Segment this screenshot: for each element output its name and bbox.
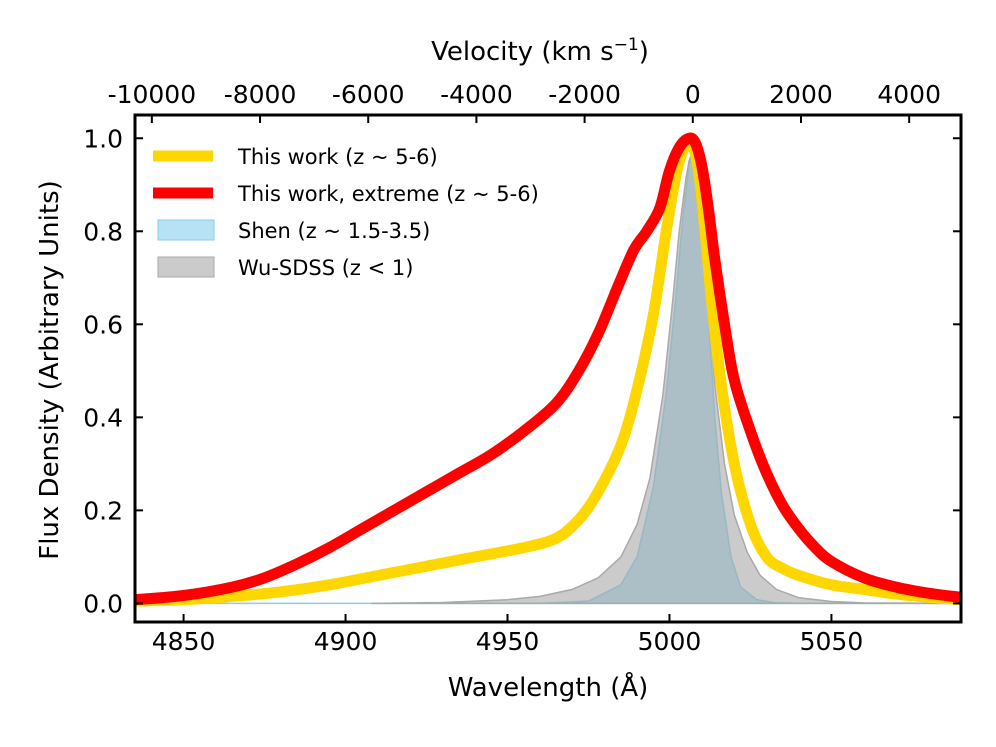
legend-label: Shen (z ~ 1.5-3.5) — [238, 219, 430, 243]
x-tick-label: 4950 — [476, 627, 540, 656]
legend-patch-swatch — [157, 219, 215, 241]
top-tick-label: -2000 — [548, 80, 621, 109]
legend-label: This work, extreme (z ~ 5-6) — [237, 182, 539, 206]
top-tick-label: 4000 — [877, 80, 941, 109]
top-tick-label: 0 — [685, 80, 701, 109]
legend-label: This work (z ~ 5-6) — [237, 145, 438, 169]
top-tick-label: -8000 — [224, 80, 297, 109]
top-tick-label: 2000 — [769, 80, 833, 109]
line-series-this-work — [135, 133, 961, 607]
top-axis-title-suffix: ) — [639, 37, 649, 67]
y-tick-label: 0.2 — [83, 496, 123, 525]
top-tick-label: -4000 — [440, 80, 513, 109]
top-axis-title-prefix: Velocity (km s — [431, 37, 614, 67]
legend: This work (z ~ 5-6) This work, extreme (z… — [153, 145, 539, 280]
legend-entry: This work, extreme (z ~ 5-6) — [153, 182, 539, 206]
y-tick-label: 0.0 — [83, 589, 123, 618]
top-axis-title-exponent: −1 — [614, 35, 639, 55]
y-axis-title: Flux Density (Arbitrary Units) — [35, 180, 65, 560]
top-axis-title: Velocity (km s−1) — [431, 35, 649, 67]
plot-frame — [133, 113, 963, 624]
x-tick-label: 4850 — [152, 627, 216, 656]
legend-entry: Shen (z ~ 1.5-3.5) — [157, 219, 430, 243]
line-series-layer — [135, 132, 961, 607]
x-tick-label: 5050 — [800, 627, 864, 656]
legend-entry: Wu-SDSS (z < 1) — [157, 256, 413, 280]
y-tick-label: 0.6 — [83, 310, 123, 339]
x-tick-label: 5000 — [638, 627, 702, 656]
line-series-this-work-extreme — [135, 132, 961, 606]
legend-label: Wu-SDSS (z < 1) — [238, 256, 413, 280]
top-tick-label: -10000 — [108, 80, 197, 109]
y-tick-label: 1.0 — [83, 124, 123, 153]
top-tick-label: -6000 — [332, 80, 405, 109]
axis-ticks — [135, 115, 961, 622]
x-tick-label: 4900 — [314, 627, 378, 656]
axis-tick-labels: 4850 4900 4950 5000 5050 0.0 0.2 0.4 0.6 0.8 1.0 -1… — [83, 80, 941, 656]
y-tick-label: 0.4 — [83, 403, 123, 432]
y-tick-label: 0.8 — [83, 217, 123, 246]
x-axis-title: Wavelength (Å) — [448, 671, 649, 703]
legend-entry: This work (z ~ 5-6) — [153, 145, 438, 169]
legend-patch-swatch — [157, 256, 215, 278]
